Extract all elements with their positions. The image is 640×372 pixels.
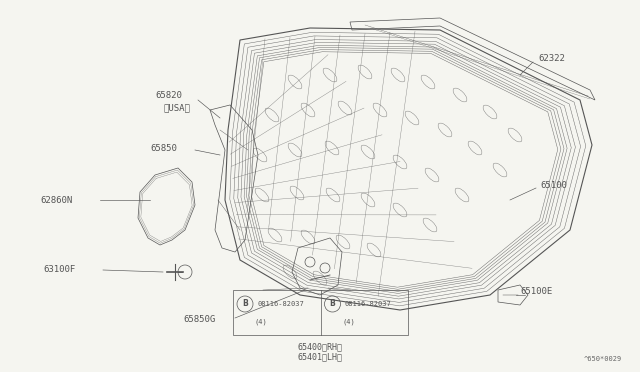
- Text: 65401〈LH〉: 65401〈LH〉: [298, 353, 343, 362]
- Text: 08116-82037: 08116-82037: [257, 301, 304, 307]
- Text: 62322: 62322: [538, 54, 565, 62]
- Text: B: B: [330, 299, 335, 308]
- Text: 〈USA〉: 〈USA〉: [163, 103, 190, 112]
- Text: 08116-82037: 08116-82037: [344, 301, 391, 307]
- Text: (4): (4): [342, 319, 355, 325]
- Text: 65100: 65100: [540, 180, 567, 189]
- Text: 63100F: 63100F: [43, 266, 76, 275]
- Text: 62860N: 62860N: [40, 196, 72, 205]
- Bar: [233, 290, 408, 335]
- Text: 65850G: 65850G: [183, 315, 215, 324]
- Text: B: B: [242, 299, 248, 308]
- Text: 65100E: 65100E: [520, 288, 552, 296]
- Text: 65850: 65850: [150, 144, 177, 153]
- Text: (4): (4): [255, 319, 268, 325]
- Text: 65820: 65820: [155, 90, 182, 99]
- Text: 65400〈RH〉: 65400〈RH〉: [298, 343, 343, 352]
- Text: ^650*0029: ^650*0029: [584, 356, 622, 362]
